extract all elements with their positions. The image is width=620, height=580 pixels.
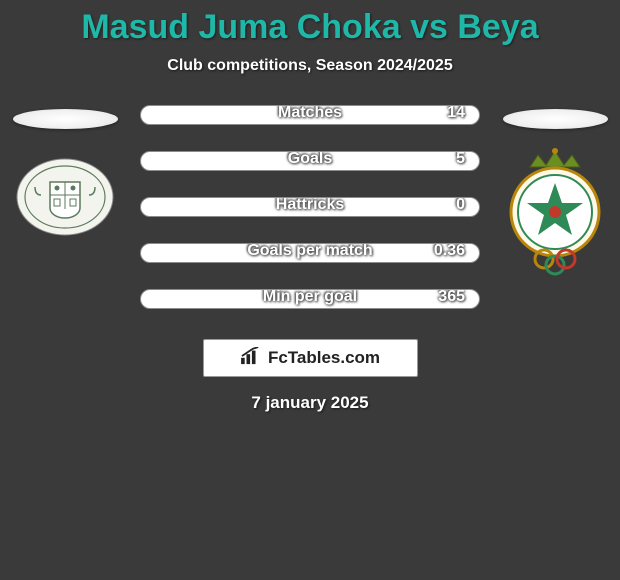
stat-value-right: 0.36 xyxy=(434,243,465,260)
brand-box[interactable]: FcTables.com xyxy=(203,339,418,377)
stat-row-mpg: Min per goal 365 xyxy=(140,289,480,309)
main-row: Matches 14 Goals 5 Hattricks 0 Goals per… xyxy=(0,105,620,309)
stat-row-matches: Matches 14 xyxy=(140,105,480,125)
stat-value-right: 365 xyxy=(438,289,465,306)
left-column xyxy=(10,105,120,247)
chart-icon xyxy=(240,347,262,370)
infographic-root: Masud Juma Choka vs Beya Club competitio… xyxy=(0,0,620,413)
stat-label: Goals per match xyxy=(247,243,372,260)
stat-label: Hattricks xyxy=(276,197,344,214)
stat-label: Min per goal xyxy=(263,289,357,306)
stats-column: Matches 14 Goals 5 Hattricks 0 Goals per… xyxy=(140,105,480,309)
player-ellipse-left xyxy=(13,109,118,129)
stat-row-gpm: Goals per match 0.36 xyxy=(140,243,480,263)
stat-label: Matches xyxy=(278,105,342,122)
club-crest-left xyxy=(15,147,115,247)
stat-value-right: 5 xyxy=(456,151,465,168)
stat-value-right: 0 xyxy=(456,197,465,214)
page-subtitle: Club competitions, Season 2024/2025 xyxy=(167,57,452,75)
stat-label: Goals xyxy=(288,151,332,168)
page-title: Masud Juma Choka vs Beya xyxy=(81,8,538,47)
player-ellipse-right xyxy=(503,109,608,129)
club-crest-right xyxy=(500,147,610,277)
stat-row-goals: Goals 5 xyxy=(140,151,480,171)
stat-value-right: 14 xyxy=(447,105,465,122)
brand-text: FcTables.com xyxy=(268,348,380,368)
date-label: 7 january 2025 xyxy=(251,393,368,413)
stat-row-hattricks: Hattricks 0 xyxy=(140,197,480,217)
right-column xyxy=(500,105,610,277)
